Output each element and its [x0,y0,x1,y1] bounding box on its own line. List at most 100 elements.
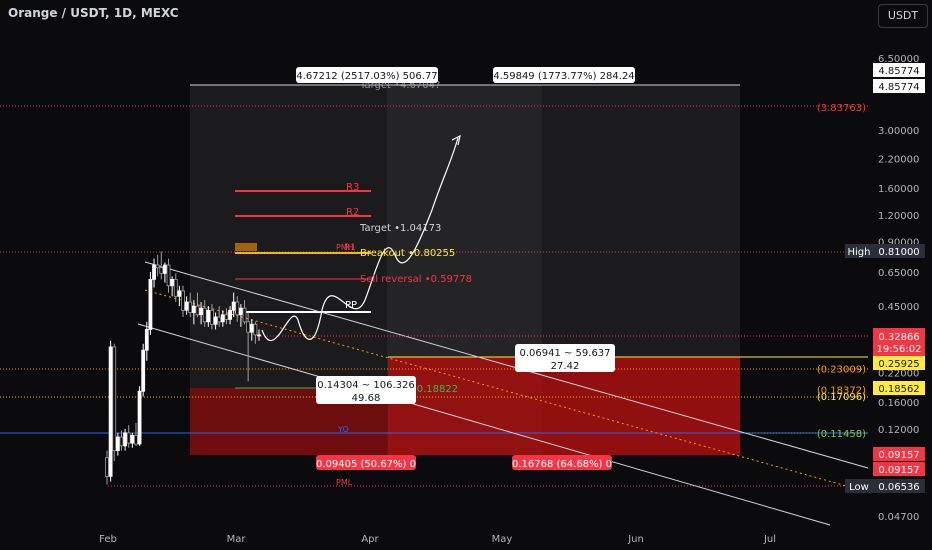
label-target: Target •1.04173 [359,223,441,234]
x-tick-label: Mar [227,534,247,545]
candle-body [242,307,247,323]
axis-note: (0.18372) [817,385,866,396]
price-tag-bg [873,381,925,395]
candle-body [130,434,135,444]
price-tag-value: 0.09157 [878,465,919,476]
measure-box-1-bg [296,67,438,83]
candle-body [184,301,189,311]
label-r3: R3 [346,182,359,193]
axis-note: (0.23009) [817,364,866,375]
candle-body [206,309,211,323]
channel-lower [137,323,831,526]
y-tick-label: 0.16000 [878,398,919,409]
price-tag-value: 0.25925 [878,359,919,370]
price-tag-value: 0.81000 [878,247,919,258]
candle-body [217,316,222,323]
price-tag-label-bg [845,244,873,258]
candle-body [155,264,160,269]
axis-note: (0.17096) [817,392,866,403]
projected-arrowhead [451,134,461,146]
measure-box-2-text: 4.59849 (1773.77%) 284.24 [493,71,634,82]
candle-body [163,264,167,274]
channel-upper [144,261,869,469]
candle-body [177,290,182,297]
candle-body [249,323,254,333]
x-tick-label: Feb [99,534,117,545]
label-pp: PP [345,300,357,311]
candle-body [159,267,164,274]
measure-box-5: 0.09405 (50.67%) 0 [316,455,416,470]
measure-box-3-bg [316,376,416,404]
price-tag-bg [873,462,925,476]
price-tag-value: 0.09157 [878,450,919,461]
candle-body [228,309,232,320]
price-tag-bg [873,479,925,493]
candle-body [239,307,243,316]
y-tick-label: 0.12000 [878,425,919,436]
candle-body [105,457,109,477]
price-tag-bg [873,63,925,77]
candle-body [231,301,236,311]
candle-body [173,278,178,297]
measure-box-5-bg [316,455,416,470]
price-tag-bg [873,79,925,93]
measure-box-4: 0.06941 ~ 59.637 27.42 [515,344,615,372]
candle-body [253,323,258,336]
x-tick-label: Jul [763,534,776,545]
y-tick-label: 1.20000 [878,211,919,222]
candle-body [246,321,251,333]
candle-body [108,346,113,477]
y-tick-label: 6.50000 [878,54,919,65]
candle-body [170,278,175,287]
y-tick-label: 0.04700 [878,512,919,523]
price-tag-bg [873,447,925,461]
x-tick-label: May [492,534,513,545]
candle-body [188,301,193,313]
candle-body [123,432,127,447]
candle-body [210,309,214,325]
candle-body [112,346,117,452]
price-tag-label: High [848,247,871,258]
stop-zone-2 [388,357,740,455]
candle-body [148,278,153,330]
candle-body [134,434,138,445]
measure-box-6: 0.16768 (64.68%) 0 [512,455,612,470]
candle-body [166,264,171,287]
candle-body [137,390,142,445]
candle-body [152,264,156,280]
y-tick-label: 0.65000 [878,268,919,279]
measure-box-3-text: 49.68 [352,393,381,404]
label-sell-reversal: Sell reversal •0.59778 [360,274,472,285]
measure-box-4-text: 27.42 [551,361,580,372]
measure-box-4-text: 0.06941 ~ 59.637 [519,348,610,359]
price-tag-label-bg [845,479,873,493]
measure-box-6-bg [512,455,612,470]
price-tag-label: Low [849,482,869,493]
candle-body [235,301,240,316]
label-r1: R1 [344,243,356,253]
price-tag-bg [873,244,925,258]
measure-box-5-text: 0.09405 (50.67%) 0 [316,459,416,470]
candle-body [257,334,261,337]
label-target-top: Target •4.6704? [359,80,440,91]
label-r2: R2 [346,207,359,218]
measure-box-3-text: 0.14304 ~ 106.326 [317,380,414,391]
price-tag-bg [873,356,925,370]
currency-button[interactable]: USDT [878,4,928,28]
y-tick-label: 1.60000 [878,184,919,195]
price-tag-value: 0.18562 [878,384,919,395]
y-tick-label: 0.45000 [878,302,919,313]
candle-body [181,290,185,311]
y-tick-label: 3.00000 [878,126,919,137]
pmh-box [235,243,257,251]
current-price-value: 0.32866 [878,332,919,343]
x-tick-label: Apr [361,534,379,545]
y-tick-label: 2.20000 [878,155,919,166]
label-pmh: PMH [336,243,354,252]
axis-note: (0.11458) [817,429,866,440]
axis-note: (3.83763) [817,103,866,114]
measure-box-1: 4.67212 (2517.03%) 506.77 [296,67,438,83]
candle-body [220,314,225,323]
price-tag-value: 4.85774 [878,82,919,93]
